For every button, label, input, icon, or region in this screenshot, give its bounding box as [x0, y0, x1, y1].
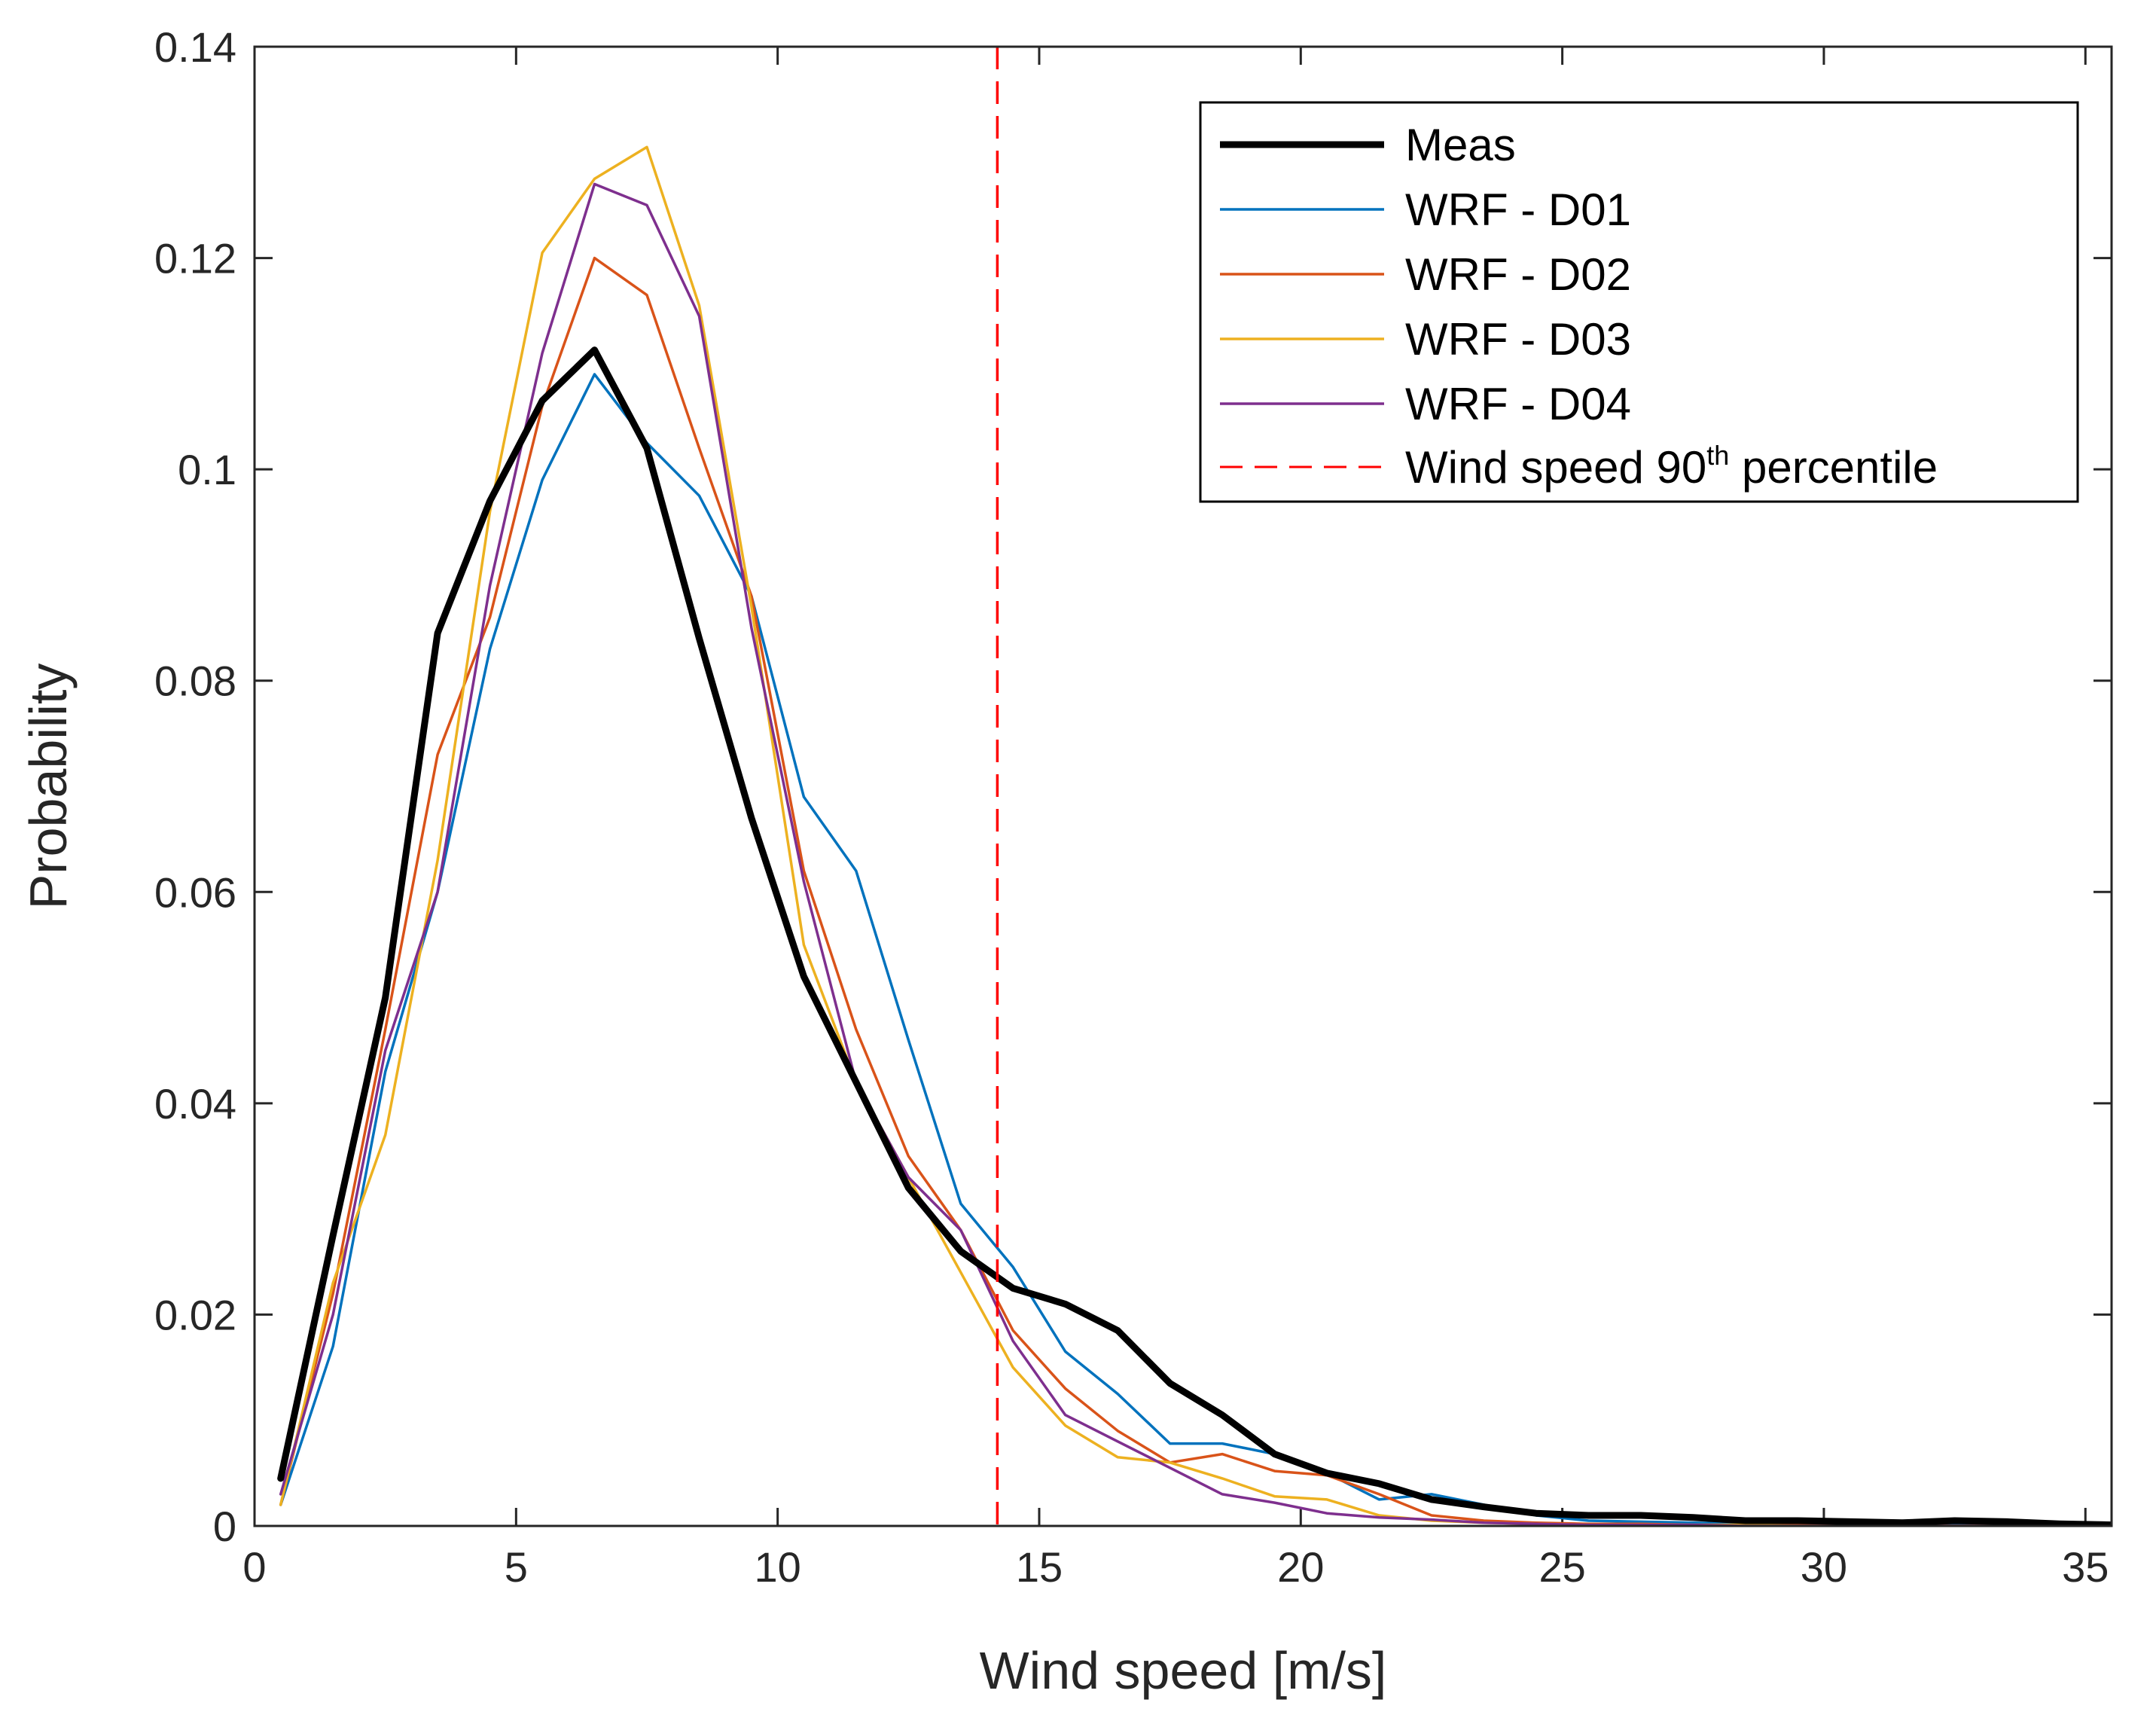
y-tick-label: 0.08	[154, 658, 236, 705]
x-tick-label: 0	[242, 1543, 266, 1591]
legend-label-wrf-d01: WRF - D01	[1405, 185, 1631, 235]
x-tick-label: 5	[505, 1543, 528, 1591]
legend-box	[1199, 101, 2079, 503]
axes-box	[253, 45, 2113, 1527]
y-axis-title: Probability	[19, 664, 78, 910]
y-tick-label: 0.1	[178, 446, 236, 493]
x-tick-label: 30	[1801, 1543, 1847, 1591]
plot-area: 0 5 10 15 20 25 30 35 00.020.040.060.080.10.120…	[154, 23, 2113, 1591]
y-tick-label: 0.04	[154, 1080, 236, 1128]
x-axis-title: Wind speed [m/s]	[980, 1641, 1387, 1700]
x-tick-label: 35	[2062, 1543, 2109, 1591]
series-line-wrf-d03	[279, 145, 2112, 1526]
x-tick-label: 15	[1016, 1543, 1063, 1591]
legend-label-wrf-d03: WRF - D03	[1405, 314, 1631, 365]
legend-label-wrf-d02: WRF - D02	[1405, 249, 1631, 300]
y-tick-label: 0	[213, 1503, 236, 1550]
legend-label-percentile: Wind speed 90th percentile	[1405, 440, 1938, 493]
x-axis-ticks: 0 5 10 15 20 25 30 35	[242, 47, 2109, 1591]
legend-entry-percentile: Wind speed 90th percentile	[1220, 440, 1938, 493]
x-tick-label: 10	[754, 1543, 800, 1591]
x-tick-label: 25	[1538, 1543, 1585, 1591]
y-tick-label: 0.02	[154, 1291, 236, 1338]
y-tick-label: 0.12	[154, 235, 236, 282]
legend-label-meas: Meas	[1405, 120, 1516, 170]
y-tick-label: 0.06	[154, 868, 236, 916]
series-layer	[277, 47, 2112, 1526]
y-tick-label: 0.14	[154, 23, 236, 71]
series-line-meas	[277, 346, 2112, 1526]
series-line-wrf-d04	[279, 182, 2112, 1526]
x-tick-label: 20	[1277, 1543, 1324, 1591]
legend: Meas WRF - D01 WRF - D02 WRF - D03 WRF - D04…	[1199, 101, 2079, 503]
y-axis-ticks: 0 0.02 0.04 0.06 0.08 0.1 0.12 0.14	[154, 23, 2112, 1550]
legend-label-wrf-d04: WRF - D04	[1405, 379, 1631, 429]
legend-entries: Meas WRF - D01 WRF - D02 WRF - D03 WRF - D04	[1220, 120, 1631, 429]
